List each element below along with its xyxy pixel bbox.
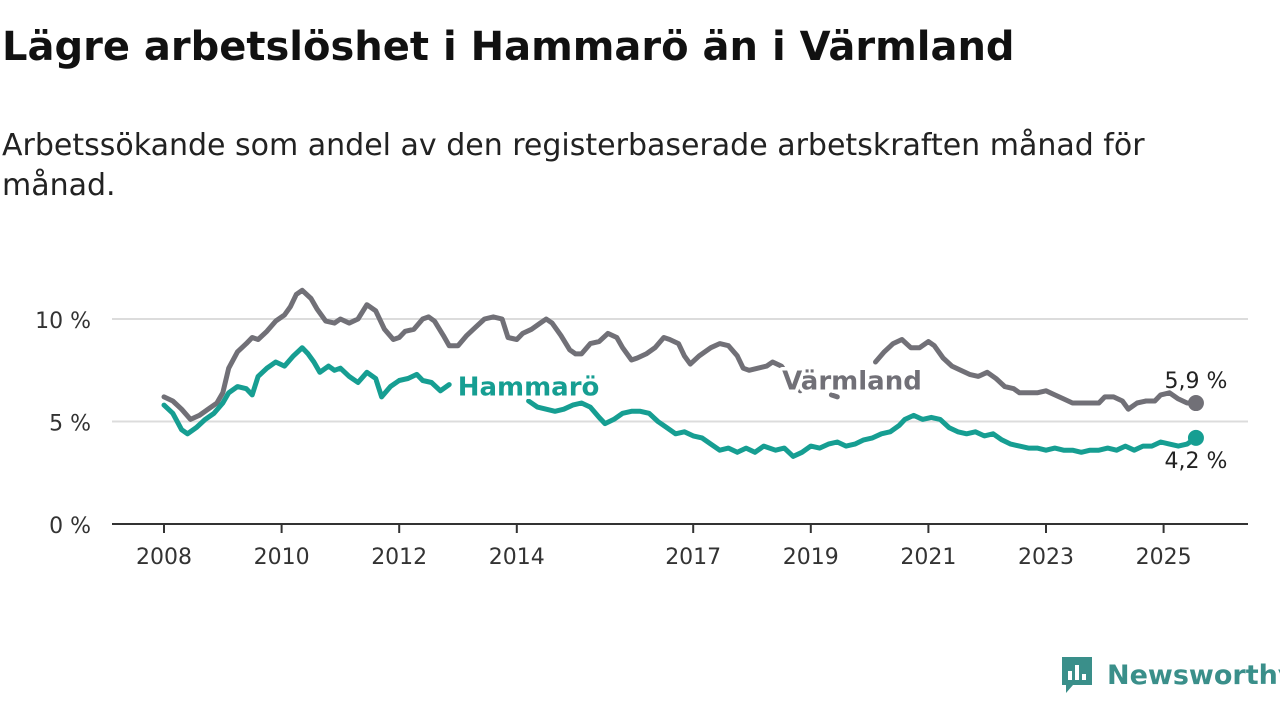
series-line-hammar- (526, 398, 1199, 459)
brand-name: Newsworthy (1107, 659, 1280, 691)
series-name-label: Värmland (782, 367, 922, 397)
x-tick-label: 2014 (489, 545, 545, 570)
x-tick-label: 2008 (136, 545, 192, 570)
x-tick-label: 2019 (783, 545, 839, 570)
series-line-v-rmland (873, 337, 1199, 412)
series-lines (161, 287, 1204, 459)
series-labels: 5,9 % 4,2 % Hammarö Värmland (454, 363, 1227, 474)
series-line-v-rmland (161, 287, 803, 422)
end-value-label: 5,9 % (1164, 369, 1227, 394)
x-tick-label: 2012 (371, 545, 427, 570)
chart-subtitle: Arbetssökande som andel av den registerb… (2, 128, 1145, 203)
series-line-v-rmland (828, 392, 840, 400)
x-tick-label: 2021 (900, 545, 956, 570)
gridlines (112, 318, 1248, 423)
chart-title: Lägre arbetslöshet i Hammarö än i Värmla… (2, 24, 1015, 70)
axes: 0 % 5 % 10 % 2008 2010 2012 2014 2017 2019 2021 20… (35, 309, 1248, 570)
y-tick-label: 0 % (49, 514, 91, 539)
newsworthy-logo-icon (1062, 657, 1092, 693)
x-tick-label: 2023 (1018, 545, 1074, 570)
end-point-hammar- (1187, 429, 1204, 446)
y-tick-label: 10 % (35, 309, 91, 334)
y-tick-label: 5 % (49, 412, 91, 437)
series-name-label: Hammarö (458, 373, 600, 403)
x-tick-label: 2010 (254, 545, 310, 570)
newsworthy-brand: Newsworthy (1059, 654, 1280, 696)
x-tick-label: 2017 (665, 545, 721, 570)
x-tick-label: 2025 (1136, 545, 1192, 570)
end-value-label: 4,2 % (1164, 449, 1227, 474)
end-point-v-rmland (1187, 395, 1204, 412)
series-line-hammar- (161, 345, 452, 437)
